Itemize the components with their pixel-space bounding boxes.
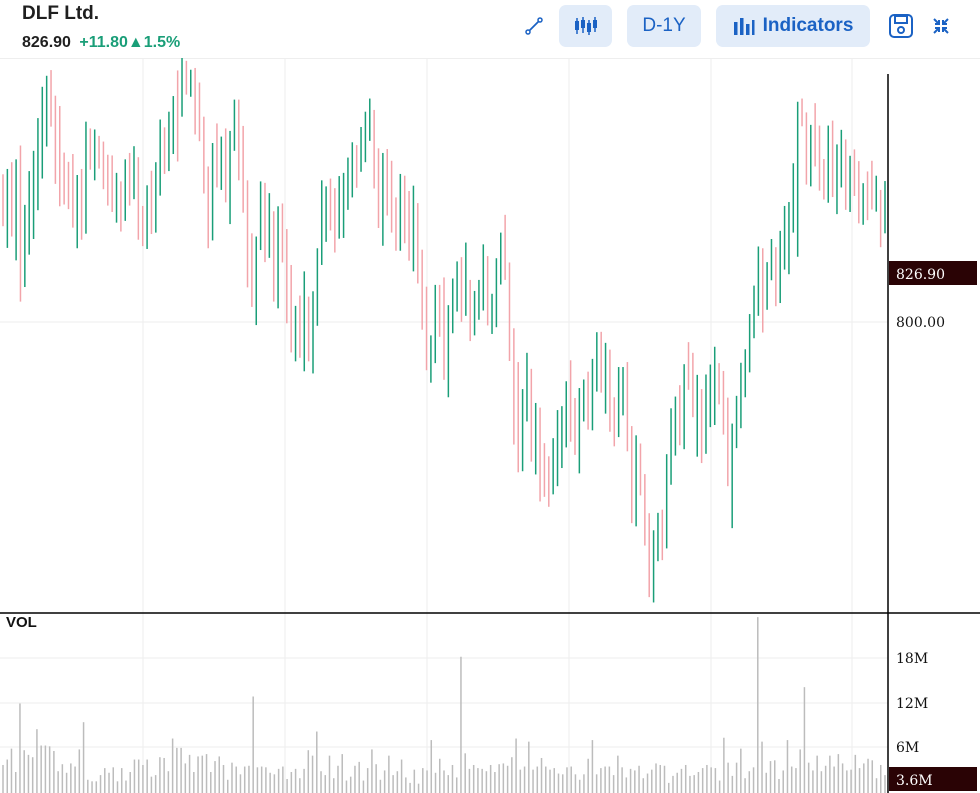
save-icon — [889, 14, 913, 38]
chart-type-button[interactable] — [559, 5, 612, 47]
last-price: 826.90 — [22, 34, 71, 51]
save-button[interactable] — [881, 5, 921, 47]
last-volume-tag: 3.6M — [889, 767, 977, 791]
draw-line-icon — [525, 17, 543, 35]
collapse-button[interactable] — [924, 5, 958, 47]
last-price-tag: 826.90 — [889, 261, 977, 285]
volume-tick-label: 12M — [896, 696, 928, 712]
last-price-tag-label: 826.90 — [896, 267, 945, 283]
range-selector-button[interactable]: D-1Y — [627, 5, 701, 47]
last-volume-tag-label: 3.6M — [896, 773, 933, 789]
price-chart[interactable]: 800.00 826.90 VOL 18M 12M 6M 3.6M — [0, 58, 980, 793]
last-volume-tag-bg — [889, 767, 977, 791]
volume-pane-label: VOL — [6, 614, 37, 631]
stock-title: DLF Ltd. — [22, 3, 100, 24]
price-change: +11.80▲1.5% — [79, 34, 181, 51]
grid-lines — [0, 58, 888, 793]
chart-toolbar: DLF Ltd. 826.90 +11.80▲1.5% D-1Y Indicat… — [0, 0, 980, 59]
draw-tool-button[interactable] — [516, 5, 552, 47]
price-quote: 826.90 +11.80▲1.5% — [22, 34, 180, 52]
candlestick-icon — [574, 17, 597, 35]
indicators-label: Indicators — [762, 15, 854, 36]
bar-chart-icon — [733, 18, 755, 35]
price-series — [2, 58, 886, 603]
volume-tick-label: 18M — [896, 651, 928, 667]
y-tick-label: 800.00 — [896, 315, 945, 331]
volume-tick-label: 6M — [896, 740, 919, 756]
volume-series — [2, 617, 886, 793]
indicators-button[interactable]: Indicators — [716, 5, 870, 47]
last-price-tag-bg — [889, 261, 977, 285]
collapse-icon — [933, 18, 949, 34]
